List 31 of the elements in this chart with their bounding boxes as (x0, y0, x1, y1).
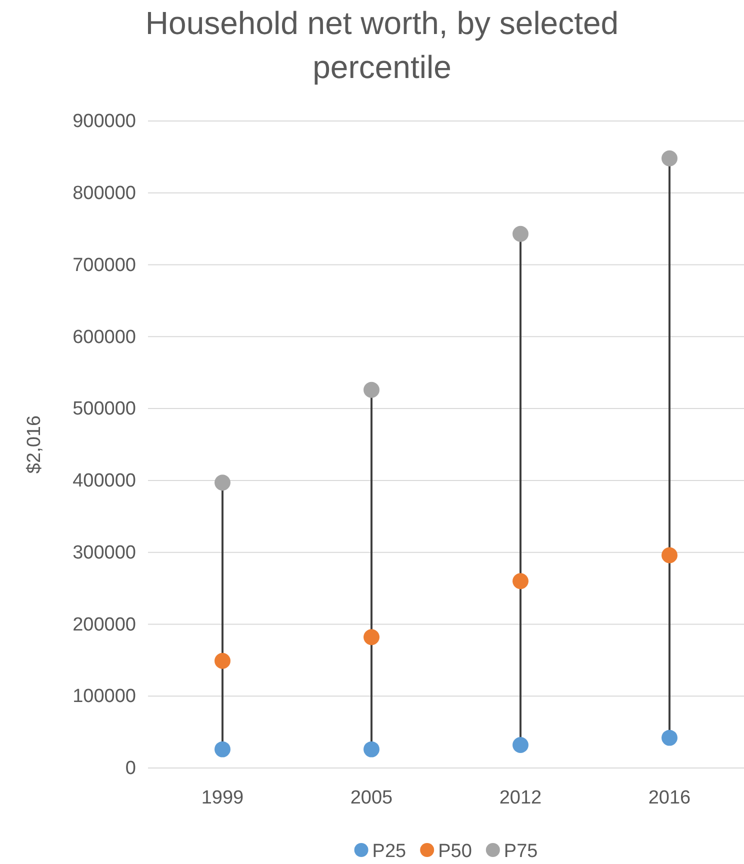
legend-label: P25 (372, 841, 406, 862)
legend-label: P75 (504, 841, 538, 862)
y-axis-title: $2,016 (24, 415, 45, 474)
point (512, 737, 528, 753)
point (512, 573, 528, 590)
chart-title: Household net worth, by selected percentile (145, 5, 619, 85)
legend-label: P50 (438, 841, 472, 862)
x-tick-label: 2005 (350, 787, 393, 808)
point (364, 629, 380, 646)
y-tick-label: 700000 (72, 254, 136, 276)
y-tick-label: 800000 (72, 182, 136, 204)
point (364, 382, 380, 398)
x-tick-label: 2012 (499, 787, 542, 808)
y-tick-label: 200000 (72, 614, 136, 636)
point (364, 741, 380, 758)
x-tick-label: 2016 (648, 787, 691, 808)
point (214, 474, 230, 491)
y-tick-label: 100000 (72, 686, 136, 708)
y-tick-label: 500000 (72, 398, 136, 420)
y-tick-label: 0 (125, 758, 136, 780)
point (662, 547, 678, 564)
y-tick-label: 400000 (72, 470, 136, 492)
point (512, 226, 528, 242)
point (214, 652, 230, 669)
point (214, 741, 230, 758)
point (662, 730, 678, 746)
y-tick-label: 600000 (72, 326, 136, 348)
y-tick-label: 900000 (72, 111, 136, 132)
y-tick-label: 300000 (72, 542, 136, 564)
x-tick-label: 1999 (201, 787, 244, 808)
point (662, 150, 678, 166)
